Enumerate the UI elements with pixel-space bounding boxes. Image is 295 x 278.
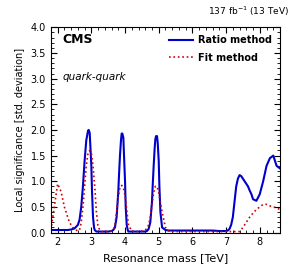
Line: Fit method: Fit method: [51, 150, 280, 232]
Fit method: [278, 208, 282, 211]
Fit method: [224, 230, 228, 233]
Fit method: [157, 191, 160, 194]
Fit method: [66, 215, 70, 219]
Line: Ratio method: Ratio method: [51, 130, 280, 232]
Ratio method: [278, 167, 282, 170]
Text: CMS: CMS: [62, 33, 93, 46]
Text: quark-quark: quark-quark: [62, 73, 126, 83]
Ratio method: [87, 128, 91, 131]
Ratio method: [248, 189, 251, 192]
Ratio method: [255, 199, 258, 202]
Fit method: [86, 152, 90, 155]
Fit method: [88, 149, 91, 152]
Fit method: [78, 228, 81, 232]
Y-axis label: Local significance [std. deviation]: Local significance [std. deviation]: [15, 48, 25, 212]
Ratio method: [157, 159, 160, 162]
Legend: Ratio method, Fit method: Ratio method, Fit method: [166, 32, 275, 66]
Ratio method: [49, 228, 53, 232]
Ratio method: [115, 215, 118, 219]
Fit method: [49, 228, 53, 232]
Ratio method: [95, 230, 98, 233]
Ratio method: [251, 198, 255, 201]
Fit method: [191, 230, 194, 233]
Text: 137 fb$^{-1}$ (13 TeV): 137 fb$^{-1}$ (13 TeV): [208, 4, 289, 18]
Fit method: [100, 230, 103, 233]
Ratio method: [261, 180, 265, 183]
X-axis label: Resonance mass [TeV]: Resonance mass [TeV]: [103, 253, 228, 263]
